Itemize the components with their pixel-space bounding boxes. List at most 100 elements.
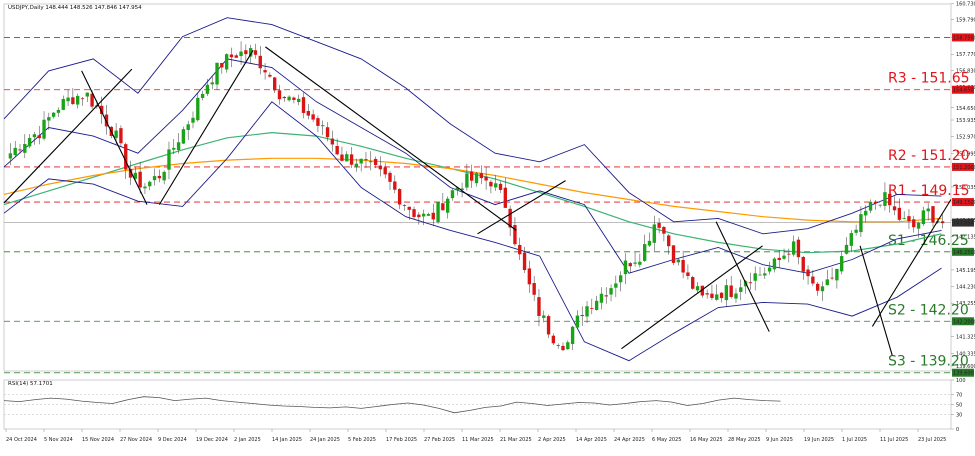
candle (268, 74, 272, 77)
candle (359, 158, 363, 164)
candle (767, 267, 772, 272)
candle (753, 273, 757, 281)
candle (599, 293, 604, 303)
candle (253, 50, 258, 55)
candle (248, 48, 253, 57)
candle (796, 239, 801, 258)
rsi-line (3, 396, 781, 414)
candle (124, 144, 128, 170)
candle (494, 183, 498, 188)
candle (148, 181, 152, 187)
candle (181, 129, 186, 144)
rsi-tick-label: 70 (956, 393, 962, 399)
candle (80, 98, 85, 100)
candle (518, 244, 522, 255)
x-tick-label: 14 Jan 2025 (272, 437, 302, 443)
candle (537, 297, 541, 316)
y-tick-label: 141.325 (956, 334, 975, 340)
rsi-tick-label: 30 (956, 412, 962, 418)
candle (282, 96, 286, 99)
candle (417, 214, 421, 218)
candle (383, 167, 387, 175)
trendline (3, 68, 133, 204)
candle (532, 283, 536, 295)
candle (777, 257, 781, 260)
candle (638, 261, 642, 265)
candle (421, 213, 426, 217)
candle (546, 316, 551, 335)
level-price-tag (952, 368, 974, 377)
level-price-tag-label: 151.200 (953, 165, 974, 171)
y-tick-label: 147.135 (956, 235, 975, 241)
candle (719, 292, 724, 299)
candle (345, 154, 349, 162)
candle (844, 244, 849, 254)
candle (724, 285, 729, 301)
candle (859, 214, 863, 233)
candle (37, 135, 41, 139)
candle (412, 209, 416, 217)
level-label-s2: S2 - 142.20 (888, 302, 969, 318)
candle (667, 235, 671, 247)
x-tick-label: 23 Jul 2025 (918, 437, 946, 443)
candle (479, 173, 483, 179)
y-tick-label: 151.995 (956, 151, 975, 157)
candle (657, 222, 661, 228)
candle (75, 95, 80, 105)
candle (594, 300, 599, 310)
candle (695, 286, 700, 291)
candle (575, 315, 580, 328)
candle (835, 268, 839, 281)
candle (686, 272, 690, 276)
candle (561, 345, 565, 351)
candle (849, 233, 853, 246)
candle (229, 54, 234, 58)
y-tick-label: 152.970 (956, 135, 975, 141)
candle (306, 110, 311, 116)
candle (56, 109, 61, 113)
level-price-tag-label: 154.650 (953, 88, 974, 94)
candle (503, 187, 508, 208)
y-tick-label: 139.600 (956, 364, 975, 370)
candle (590, 308, 594, 309)
candle (642, 244, 647, 261)
candle (782, 255, 786, 259)
x-tick-label: 9 Dec 2024 (158, 437, 187, 443)
current-price-tag (952, 218, 974, 227)
candle (335, 146, 339, 155)
candle (292, 97, 296, 100)
candle (897, 207, 902, 220)
candle (787, 253, 791, 255)
level-price-tag (952, 33, 974, 42)
candle (815, 283, 820, 291)
x-tick-label: 11 Mar 2025 (462, 437, 494, 443)
level-label-s3: S3 - 139.20 (888, 354, 969, 370)
candle (585, 306, 589, 317)
candle (325, 127, 330, 138)
candle (489, 181, 493, 187)
candle (806, 269, 810, 277)
candle (27, 137, 32, 147)
candle (734, 293, 738, 299)
price-pane (3, 3, 952, 372)
candle (61, 98, 65, 110)
x-tick-label: 1 Jul 2025 (842, 437, 867, 443)
candle (513, 225, 517, 245)
candle (210, 82, 214, 85)
candle (162, 171, 166, 181)
candle (13, 147, 17, 156)
trendline (621, 245, 763, 350)
candle (628, 263, 632, 267)
candle (662, 226, 666, 234)
candle (157, 175, 162, 179)
rsi-tick-label: 50 (956, 403, 962, 409)
candle (700, 285, 705, 296)
candle (820, 286, 825, 292)
candle (32, 134, 37, 138)
candle (340, 154, 344, 161)
x-tick-label: 24 Jan 2025 (310, 437, 340, 443)
candle (570, 326, 575, 344)
level-price-tag-label: 139.600 (953, 371, 974, 377)
candle (66, 97, 70, 102)
